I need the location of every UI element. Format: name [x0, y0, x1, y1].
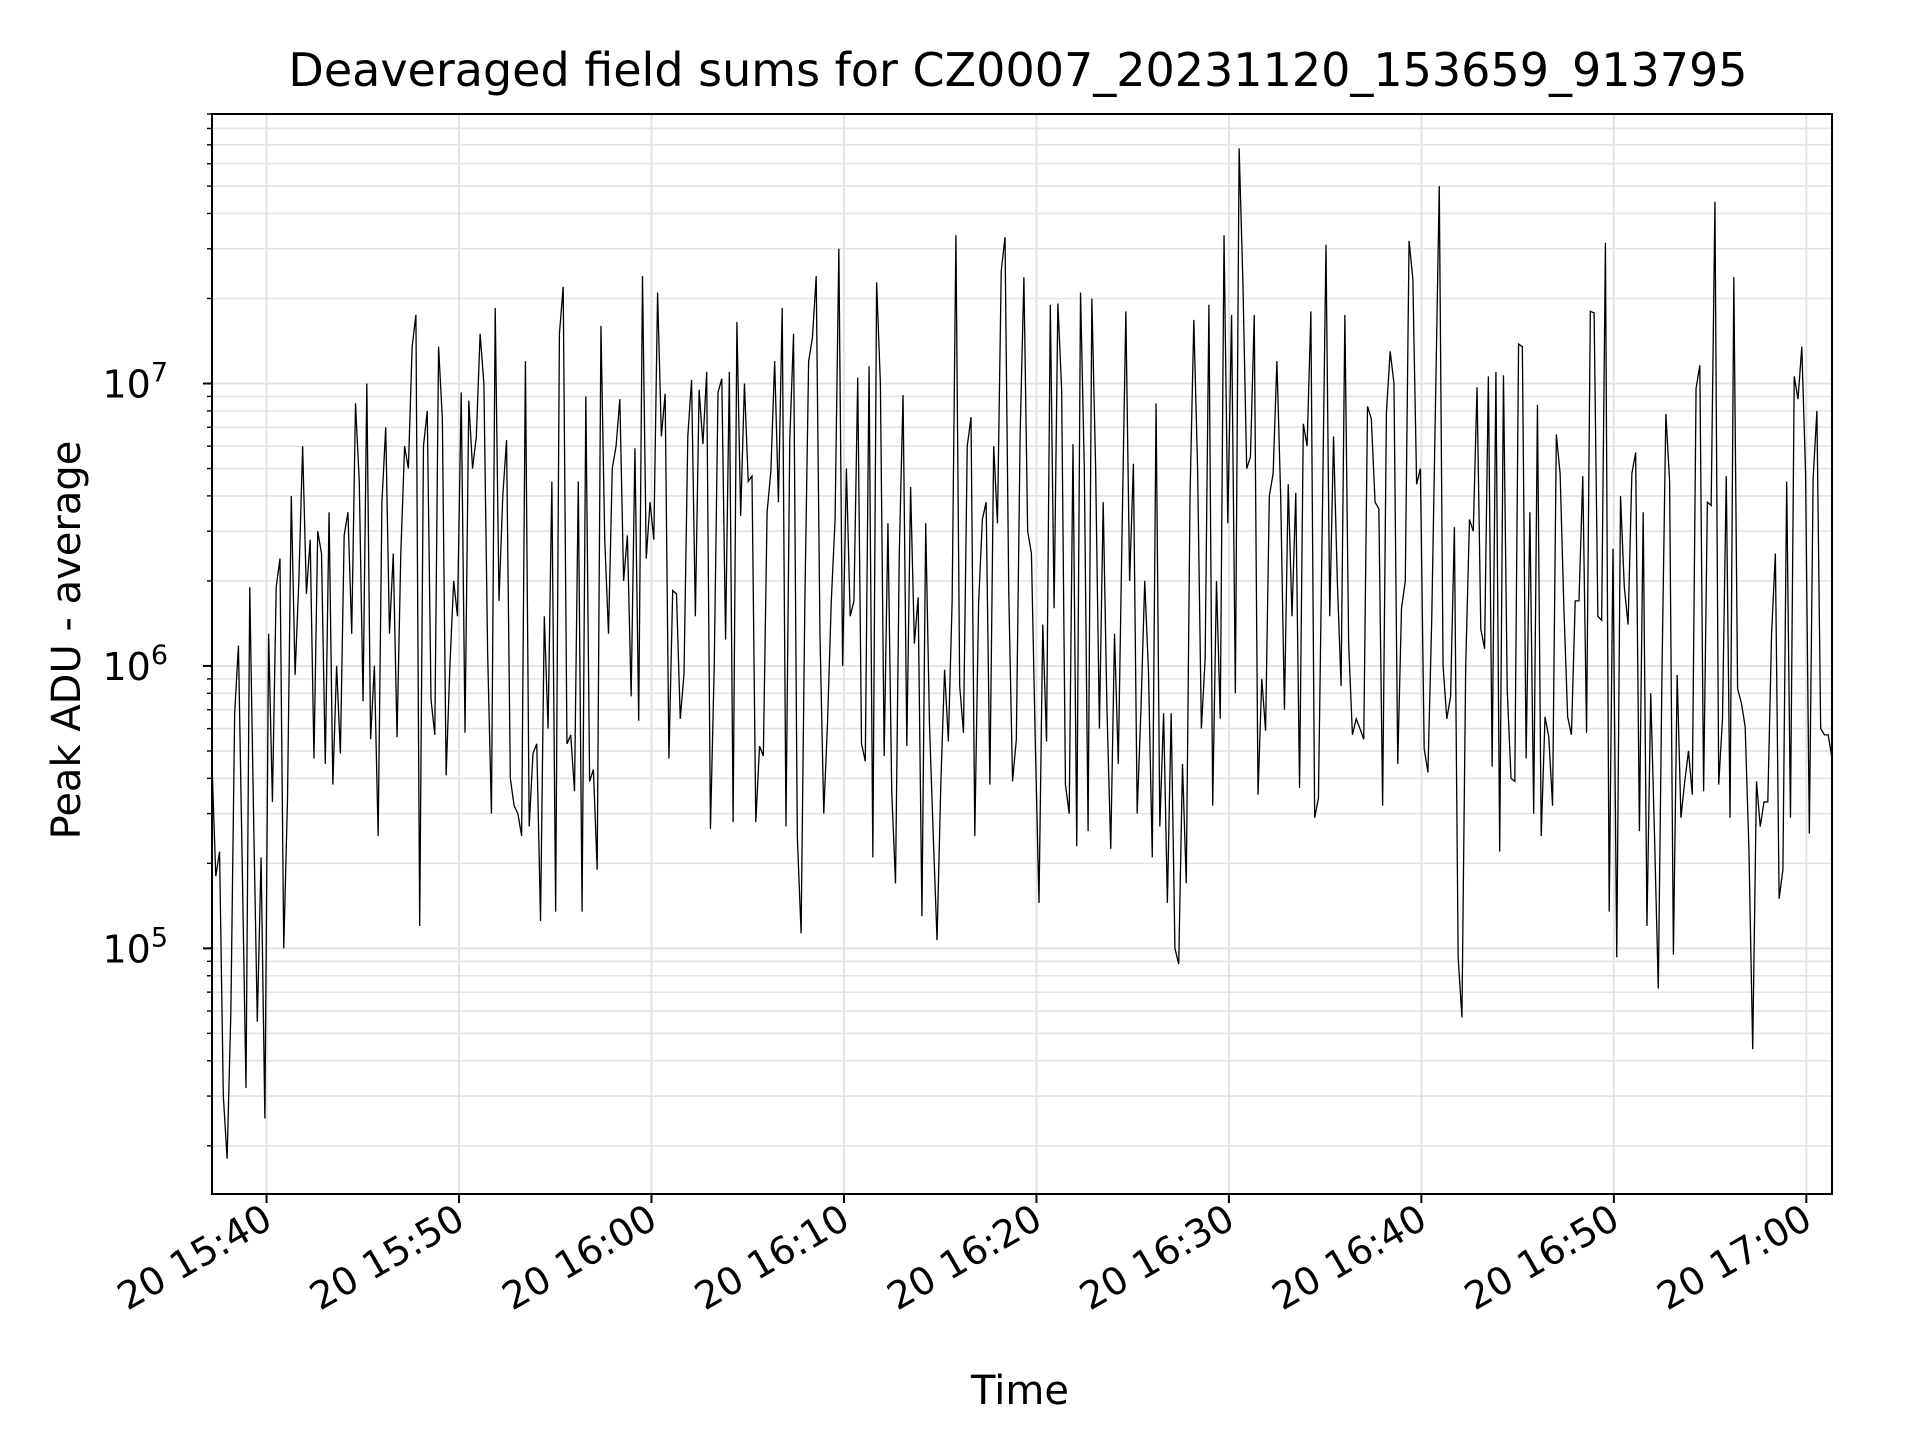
x-tick-label: 20 15:40 [110, 1196, 279, 1319]
x-axis-ticks: 20 15:40 20 15:50 20 16:00 20 16:10 20 16:20… [110, 1194, 1819, 1319]
chart-title: Deaveraged field sums for CZ0007_2023112… [288, 43, 1747, 97]
x-tick-label: 20 16:00 [495, 1196, 664, 1319]
y-tick-label: 105 [102, 922, 168, 971]
y-axis-label: Peak ADU - average [44, 441, 90, 840]
y-tick-label: 107 [102, 358, 168, 407]
x-tick-label: 20 16:10 [687, 1196, 856, 1319]
y-axis-ticks: 105 106 107 [102, 113, 212, 1147]
x-axis-label: Time [970, 1368, 1069, 1414]
series-line [211, 148, 1833, 1159]
x-tick-label: 20 16:30 [1072, 1196, 1241, 1319]
x-tick-label: 20 17:00 [1650, 1196, 1819, 1319]
y-tick-label: 106 [102, 640, 168, 689]
x-tick-label: 20 15:50 [302, 1196, 471, 1319]
plot-frame [211, 113, 1833, 1195]
x-tick-label: 20 16:40 [1265, 1196, 1434, 1319]
x-tick-label: 20 16:20 [880, 1196, 1049, 1319]
x-gridlines [265, 114, 1808, 1194]
x-tick-label: 20 16:50 [1457, 1196, 1626, 1319]
y-gridlines [212, 113, 1832, 1147]
